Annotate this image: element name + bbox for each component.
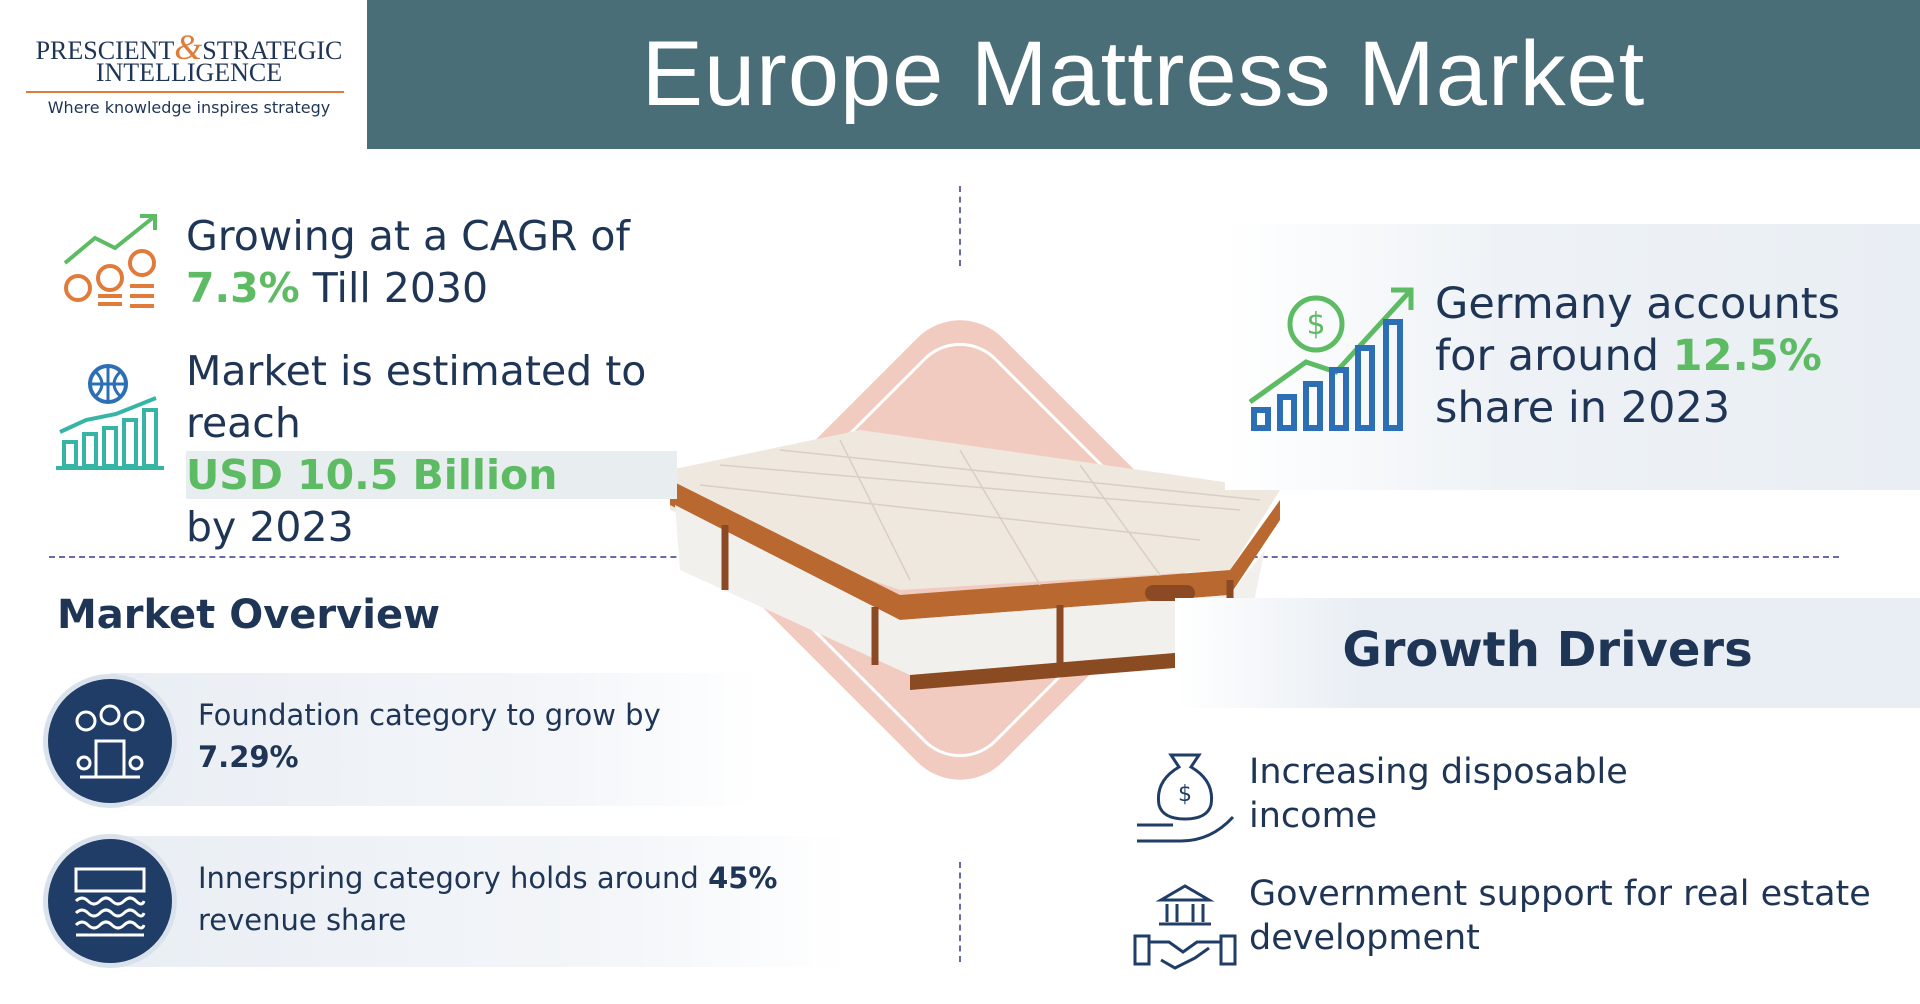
logo-line: INTELLIGENCE bbox=[95, 58, 283, 87]
section-heading: Market Overview bbox=[57, 592, 441, 638]
logo-rule bbox=[26, 91, 344, 93]
highlight: Germany accounts for around 12.5% share … bbox=[1435, 278, 1905, 434]
title: Europe Mattress Market bbox=[641, 23, 1646, 125]
highlight-band bbox=[1225, 224, 1920, 490]
header-band bbox=[367, 0, 1920, 149]
icon-circle bbox=[43, 674, 177, 808]
icon-circle bbox=[43, 834, 177, 968]
highlight-value: 7.3% bbox=[186, 264, 300, 312]
highlight-text: Market is estimated to reach bbox=[186, 347, 647, 447]
heading-band bbox=[1175, 598, 1920, 708]
highlight-text: Growing at a CAGR of bbox=[186, 212, 630, 260]
growth-coins-icon bbox=[63, 214, 157, 308]
logo-tagline: Where knowledge inspires strategy bbox=[47, 98, 331, 117]
item-text: revenue share bbox=[198, 903, 407, 937]
item-value: 45% bbox=[708, 861, 778, 895]
item-text: Innerspring category holds around bbox=[198, 861, 699, 895]
foundation-icon bbox=[75, 704, 145, 779]
driver-text: Government support for real estate devel… bbox=[1249, 874, 1871, 958]
logo-word: PRESCIENT bbox=[35, 36, 175, 65]
svg-text:$: $ bbox=[1178, 782, 1192, 807]
highlight-text: Germany accounts for around bbox=[1435, 279, 1841, 381]
highlight-text: by 2023 bbox=[186, 503, 354, 551]
highlight-value: 12.5% bbox=[1672, 331, 1822, 381]
overview-item: Foundation category to grow by 7.29% bbox=[198, 694, 698, 778]
mattress-illustration bbox=[670, 320, 1280, 780]
item-text: Foundation category to grow by bbox=[198, 698, 661, 732]
highlight-value: USD 10.5 Billion bbox=[186, 451, 678, 499]
highlight: Growing at a CAGR of 7.3% Till 2030 bbox=[186, 210, 686, 314]
logo-amp: & bbox=[174, 27, 203, 67]
overview-item: Innerspring category holds around 45% re… bbox=[198, 857, 858, 941]
highlight: Market is estimated to reach USD 10.5 Bi… bbox=[186, 345, 786, 553]
logo-line: PRESCIENT&STRATEGIC bbox=[24, 26, 354, 68]
highlight-text: Till 2030 bbox=[312, 264, 489, 312]
income-icon: $ bbox=[1137, 753, 1235, 843]
logo-word: STRATEGIC bbox=[202, 36, 343, 65]
government-icon bbox=[1133, 884, 1237, 970]
item-band bbox=[110, 673, 760, 806]
divider bbox=[959, 186, 961, 266]
divider bbox=[959, 862, 961, 962]
svg-text:$: $ bbox=[1306, 307, 1325, 342]
highlight-text: share in 2023 bbox=[1435, 383, 1731, 433]
item-band bbox=[110, 836, 850, 967]
section-heading: Growth Drivers bbox=[1342, 622, 1753, 678]
globe-chart-icon bbox=[56, 364, 164, 470]
item-value: 7.29% bbox=[198, 740, 299, 774]
innerspring-icon bbox=[74, 867, 146, 937]
driver-text: Increasing disposable income bbox=[1249, 752, 1628, 836]
dollar-growth-icon: $ bbox=[1248, 287, 1414, 431]
